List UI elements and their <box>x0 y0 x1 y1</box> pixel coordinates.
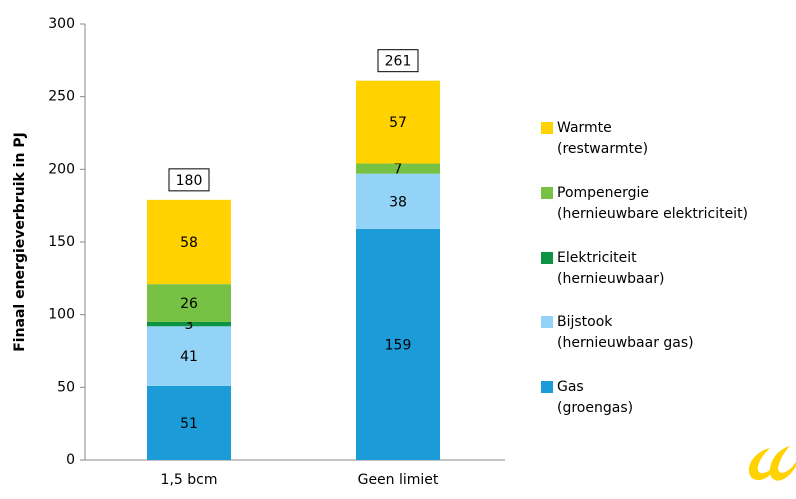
value-label: 7 <box>394 162 403 178</box>
value-label: 58 <box>180 235 198 251</box>
legend-label: Bijstook <box>557 314 613 330</box>
y-tick-label: 200 <box>48 161 75 177</box>
total-box <box>168 168 210 192</box>
legend-label: Elektriciteit <box>557 250 637 266</box>
legend-description: (hernieuwbare elektriciteit) <box>557 206 748 222</box>
y-tick-label: 50 <box>57 379 75 395</box>
legend-description: (hernieuwbaar gas) <box>557 335 694 351</box>
value-label: 38 <box>389 194 407 210</box>
legend-swatch <box>541 122 553 134</box>
value-label: 41 <box>180 349 198 365</box>
legend-label: Gas <box>557 379 584 395</box>
bar-segment <box>147 284 231 322</box>
x-tick-label: 1,5 bcm <box>161 472 218 488</box>
legend-swatch <box>541 381 553 393</box>
legend-swatch <box>541 252 553 264</box>
total-box <box>377 49 419 73</box>
legend-description: (hernieuwbaar) <box>557 271 664 287</box>
y-axis-label: Finaal energieverbruik in PJ <box>12 132 28 352</box>
legend-description: (groengas) <box>557 400 633 416</box>
value-label: 3 <box>185 317 194 333</box>
total-label: 180 <box>176 173 203 189</box>
y-tick-label: 150 <box>48 234 75 250</box>
bar-segment <box>147 321 231 327</box>
legend-label: Pompenergie <box>557 185 649 201</box>
bar-segment <box>356 173 440 229</box>
bar-segment <box>147 385 231 460</box>
logo <box>748 446 796 481</box>
bar-segment <box>356 163 440 174</box>
legend-label: Warmte <box>557 120 612 136</box>
legend-description: (restwarmte) <box>557 141 648 157</box>
y-tick-label: 0 <box>66 452 75 468</box>
y-tick-label: 300 <box>48 16 75 32</box>
bar-segment <box>147 199 231 285</box>
legend-swatch <box>541 316 553 328</box>
value-label: 57 <box>389 115 407 131</box>
total-label: 261 <box>385 54 412 70</box>
value-label: 51 <box>180 416 198 432</box>
x-tick-label: Geen limiet <box>358 472 439 488</box>
legend-swatch <box>541 187 553 199</box>
bar-segment <box>356 80 440 164</box>
value-label: 159 <box>385 337 412 353</box>
y-tick-label: 250 <box>48 89 75 105</box>
bar-segment <box>356 228 440 460</box>
bar-segment <box>147 326 231 386</box>
y-tick-label: 100 <box>48 307 75 323</box>
value-label: 26 <box>180 296 198 312</box>
